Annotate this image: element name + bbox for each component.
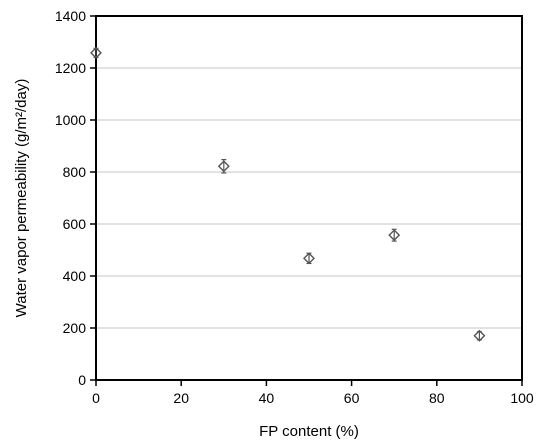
y-tick-label: 600 [63, 216, 87, 232]
diamond-marker [90, 46, 102, 59]
y-tick-label: 0 [78, 372, 86, 388]
x-tick-label: 20 [173, 390, 189, 406]
diamond-marker [303, 252, 315, 265]
x-tick-label: 60 [344, 390, 360, 406]
y-axis-ticks: 0 200 400 600 800 1000 1200 1400 [55, 8, 96, 388]
diamond-marker [217, 160, 230, 173]
x-tick-label: 40 [259, 390, 275, 406]
x-axis-ticks: 0 20 40 60 80 100 [92, 380, 534, 406]
y-tick-label: 400 [63, 268, 87, 284]
x-tick-label: 0 [92, 390, 100, 406]
data-point [303, 252, 315, 265]
y-tick-label: 1200 [55, 60, 86, 76]
diamond-marker [473, 329, 486, 342]
y-tick-label: 800 [63, 164, 87, 180]
diamond-marker [388, 229, 401, 242]
data-point [90, 46, 102, 59]
x-tick-label: 100 [510, 390, 534, 406]
gridlines [96, 67, 522, 329]
data-point [217, 159, 230, 174]
data-point [388, 228, 401, 242]
y-tick-label: 200 [63, 320, 87, 336]
x-tick-label: 80 [429, 390, 445, 406]
plot-area-frame [95, 15, 523, 381]
x-axis-title: FP content (%) [259, 423, 359, 440]
y-axis-title: Water vapor permeability (g/m²/day) [13, 79, 30, 318]
y-tick-label: 1000 [55, 112, 86, 128]
data-point [473, 329, 486, 342]
data-points [90, 46, 486, 342]
y-tick-label: 1400 [55, 8, 86, 24]
